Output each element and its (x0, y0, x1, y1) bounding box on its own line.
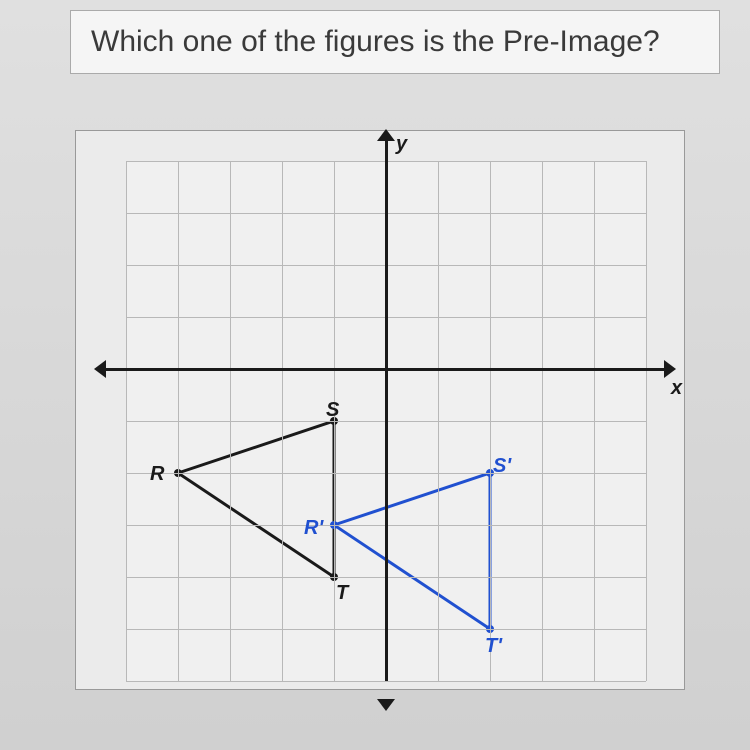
vertex-label: S (326, 399, 339, 422)
triangle (178, 421, 334, 577)
y-axis-label: y (396, 133, 407, 156)
vertex-label: T (336, 582, 348, 605)
axis-arrow (377, 129, 395, 141)
question-area: Which one of the figures is the Pre-Imag… (70, 10, 720, 74)
x-axis-label: x (671, 377, 682, 400)
triangle (334, 473, 490, 629)
coordinate-plane: yxRSTR'S'T' (126, 161, 646, 681)
vertex-label: R (150, 463, 164, 486)
vertex-label: T' (485, 635, 502, 658)
vertex-label: R' (304, 517, 323, 540)
y-axis (385, 141, 388, 681)
axis-arrow (664, 360, 676, 378)
diagram-container: y x R S T R' S' T' (75, 130, 685, 690)
grid-line-vertical (646, 161, 647, 681)
vertex-label: S' (493, 455, 511, 478)
axis-arrow (94, 360, 106, 378)
axis-arrow (377, 699, 395, 711)
question-text: Which one of the figures is the Pre-Imag… (91, 21, 699, 63)
grid-line-horizontal (126, 681, 646, 682)
